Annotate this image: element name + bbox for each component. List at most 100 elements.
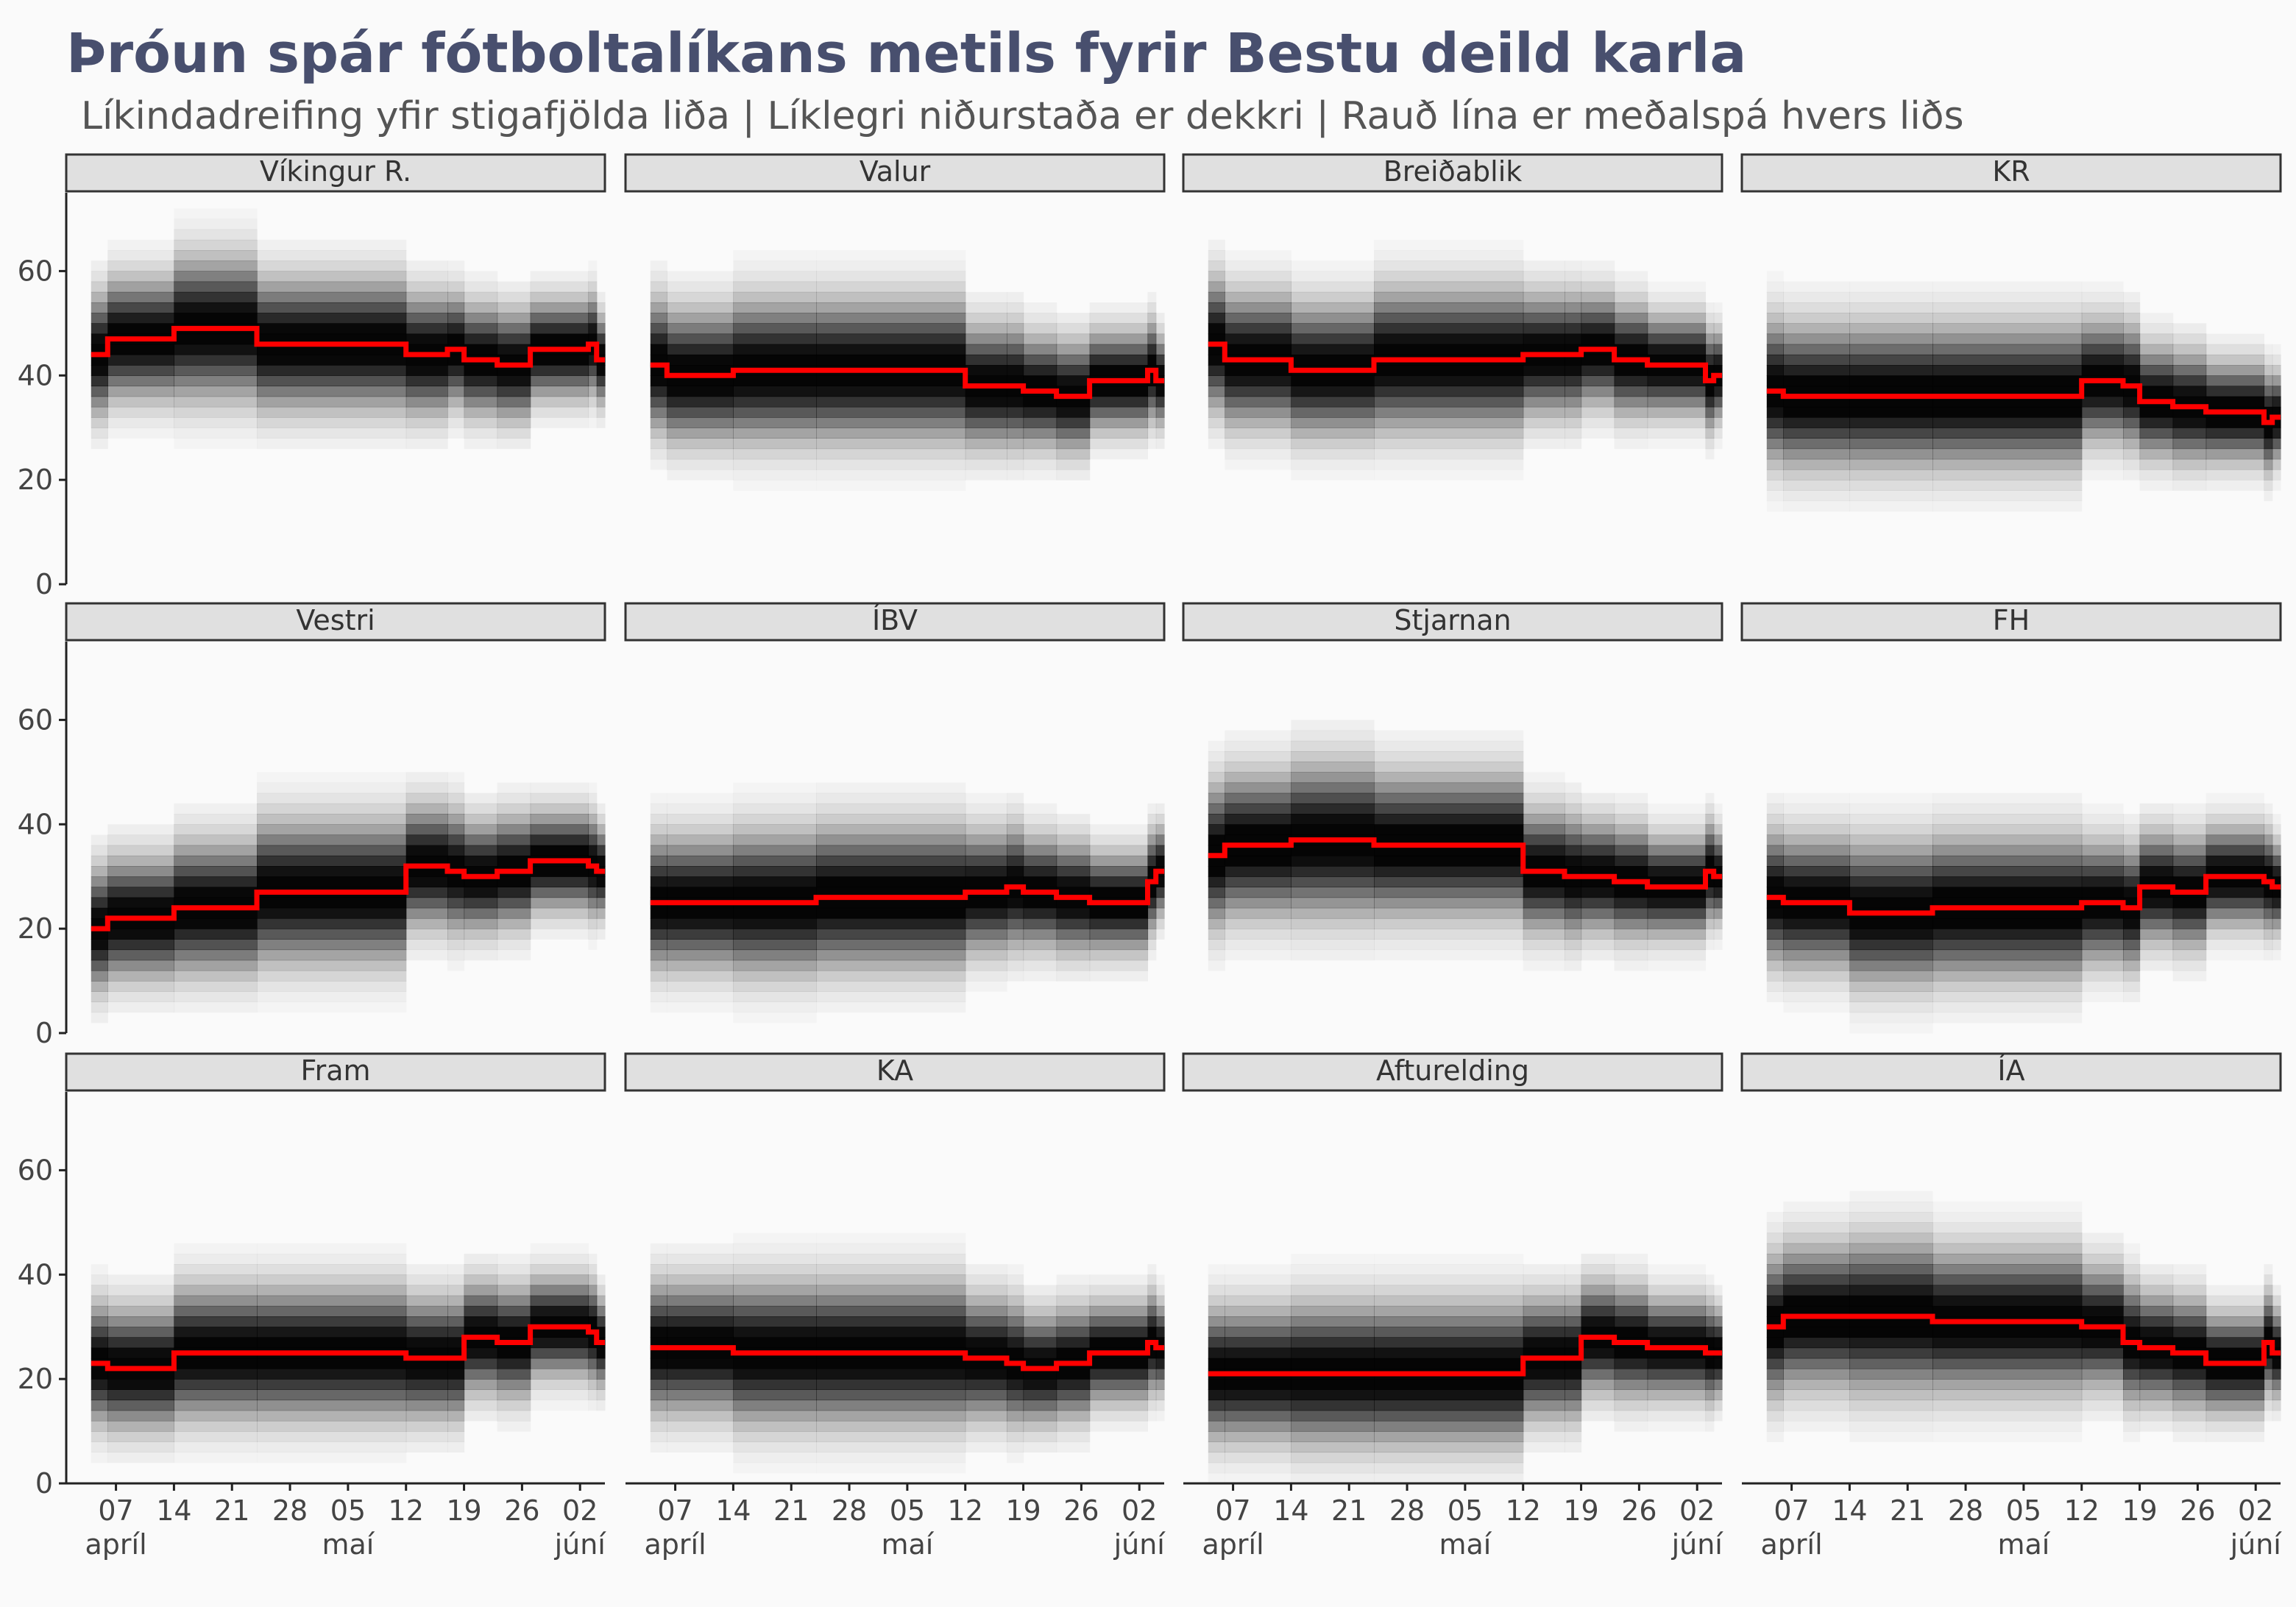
density-cell: [1225, 887, 1292, 898]
density-cell: [1581, 1285, 1615, 1296]
density-cell: [816, 354, 966, 366]
density-cell: [816, 959, 966, 971]
density-cell: [733, 1337, 817, 1349]
density-cell: [1705, 428, 1715, 439]
density-cell: [667, 1347, 734, 1359]
density-cell: [965, 918, 1007, 929]
density-cell: [1155, 824, 1165, 836]
density-cell: [1007, 344, 1024, 355]
density-cell: [91, 981, 108, 992]
density-cell: [1089, 448, 1149, 460]
density-cell: [667, 1001, 734, 1012]
density-cell: [1089, 365, 1149, 376]
density-cell: [965, 1379, 1007, 1390]
density-cell: [2139, 887, 2174, 898]
density-cell: [497, 907, 531, 919]
density-cell: [497, 417, 531, 428]
density-cell: [1766, 1253, 1784, 1265]
density-cell: [107, 281, 174, 293]
density-cell: [1225, 1473, 1292, 1484]
density-cell: [1147, 907, 1157, 919]
density-cell: [596, 824, 606, 836]
x-tick-month-label: júní: [1113, 1528, 1166, 1561]
density-cell: [1291, 782, 1375, 794]
density-cell: [1155, 1305, 1165, 1317]
density-cell: [2205, 1400, 2265, 1411]
density-cell: [2123, 323, 2141, 335]
density-cell: [650, 313, 667, 324]
facet-strip-label: Breiðablik: [1383, 155, 1523, 188]
density-cell: [1614, 1358, 1648, 1369]
density-cell: [1783, 480, 1850, 491]
density-cell: [2081, 939, 2124, 951]
facet-strip-label: ÍA: [1997, 1054, 2024, 1087]
density-cell: [1225, 260, 1292, 272]
density-cell: [1932, 1274, 2083, 1286]
density-cell: [1647, 1327, 1707, 1338]
density-cell: [1766, 323, 1784, 335]
density-cell: [1225, 897, 1292, 909]
density-cell: [257, 824, 407, 836]
density-cell: [497, 1285, 531, 1296]
density-cell: [174, 970, 258, 982]
density-cell: [107, 1452, 174, 1464]
mean-prediction-line: [1208, 341, 1722, 383]
density-cell: [1208, 239, 1225, 251]
density-cell: [1056, 448, 1091, 460]
density-cell: [257, 897, 407, 909]
density-cell: [91, 260, 108, 272]
density-cell: [1155, 1389, 1165, 1401]
density-cell: [2272, 406, 2281, 418]
density-cell: [1705, 1420, 1715, 1432]
density-cell: [1523, 918, 1565, 929]
density-cell: [530, 1305, 589, 1317]
density-cell: [2264, 365, 2273, 376]
density-cell: [2172, 1274, 2207, 1286]
density-cell: [2123, 428, 2141, 439]
density-cell: [1713, 887, 1723, 898]
density-cell: [497, 323, 531, 335]
density-cell: [1208, 887, 1225, 898]
density-cell: [1147, 1358, 1157, 1369]
density-cell: [257, 1337, 407, 1349]
density-cell: [2272, 929, 2281, 940]
density-cell: [91, 1327, 108, 1338]
density-cell: [733, 907, 817, 919]
density-cell: [2205, 1420, 2265, 1432]
density-cell: [1208, 1400, 1225, 1411]
density-cell: [667, 386, 734, 397]
density-cell: [464, 281, 498, 293]
density-cell: [650, 365, 667, 376]
density-cell: [1614, 855, 1648, 867]
density-cell: [1225, 428, 1292, 439]
x-tick-month-label: maí: [322, 1528, 375, 1561]
density-cell: [1023, 344, 1057, 355]
density-cell: [1932, 458, 2083, 470]
density-cell: [667, 876, 734, 887]
density-cell: [530, 782, 589, 794]
density-cell: [174, 428, 258, 439]
density-cell: [1932, 354, 2083, 366]
density-cell: [1225, 1347, 1292, 1359]
density-cell: [107, 406, 174, 418]
density-cell: [1147, 396, 1157, 408]
density-cell: [588, 302, 598, 313]
density-cell: [1783, 814, 1850, 825]
density-cell: [1523, 417, 1565, 428]
density-cell: [464, 929, 498, 940]
density-cell: [1713, 313, 1723, 324]
density-cell: [107, 1441, 174, 1453]
density-cell: [1155, 333, 1165, 345]
density-cell: [2081, 1243, 2124, 1255]
density-cell: [447, 855, 465, 867]
density-cell: [1208, 876, 1225, 887]
density-cell: [405, 1316, 448, 1327]
density-cell: [2081, 834, 2124, 846]
density-cell: [174, 1452, 257, 1463]
density-cell: [816, 897, 966, 909]
density-cell: [2205, 887, 2265, 898]
density-cell: [1849, 855, 1933, 867]
density-cell: [965, 386, 1007, 397]
density-cell: [1849, 1232, 1933, 1244]
density-cell: [1208, 1337, 1225, 1349]
